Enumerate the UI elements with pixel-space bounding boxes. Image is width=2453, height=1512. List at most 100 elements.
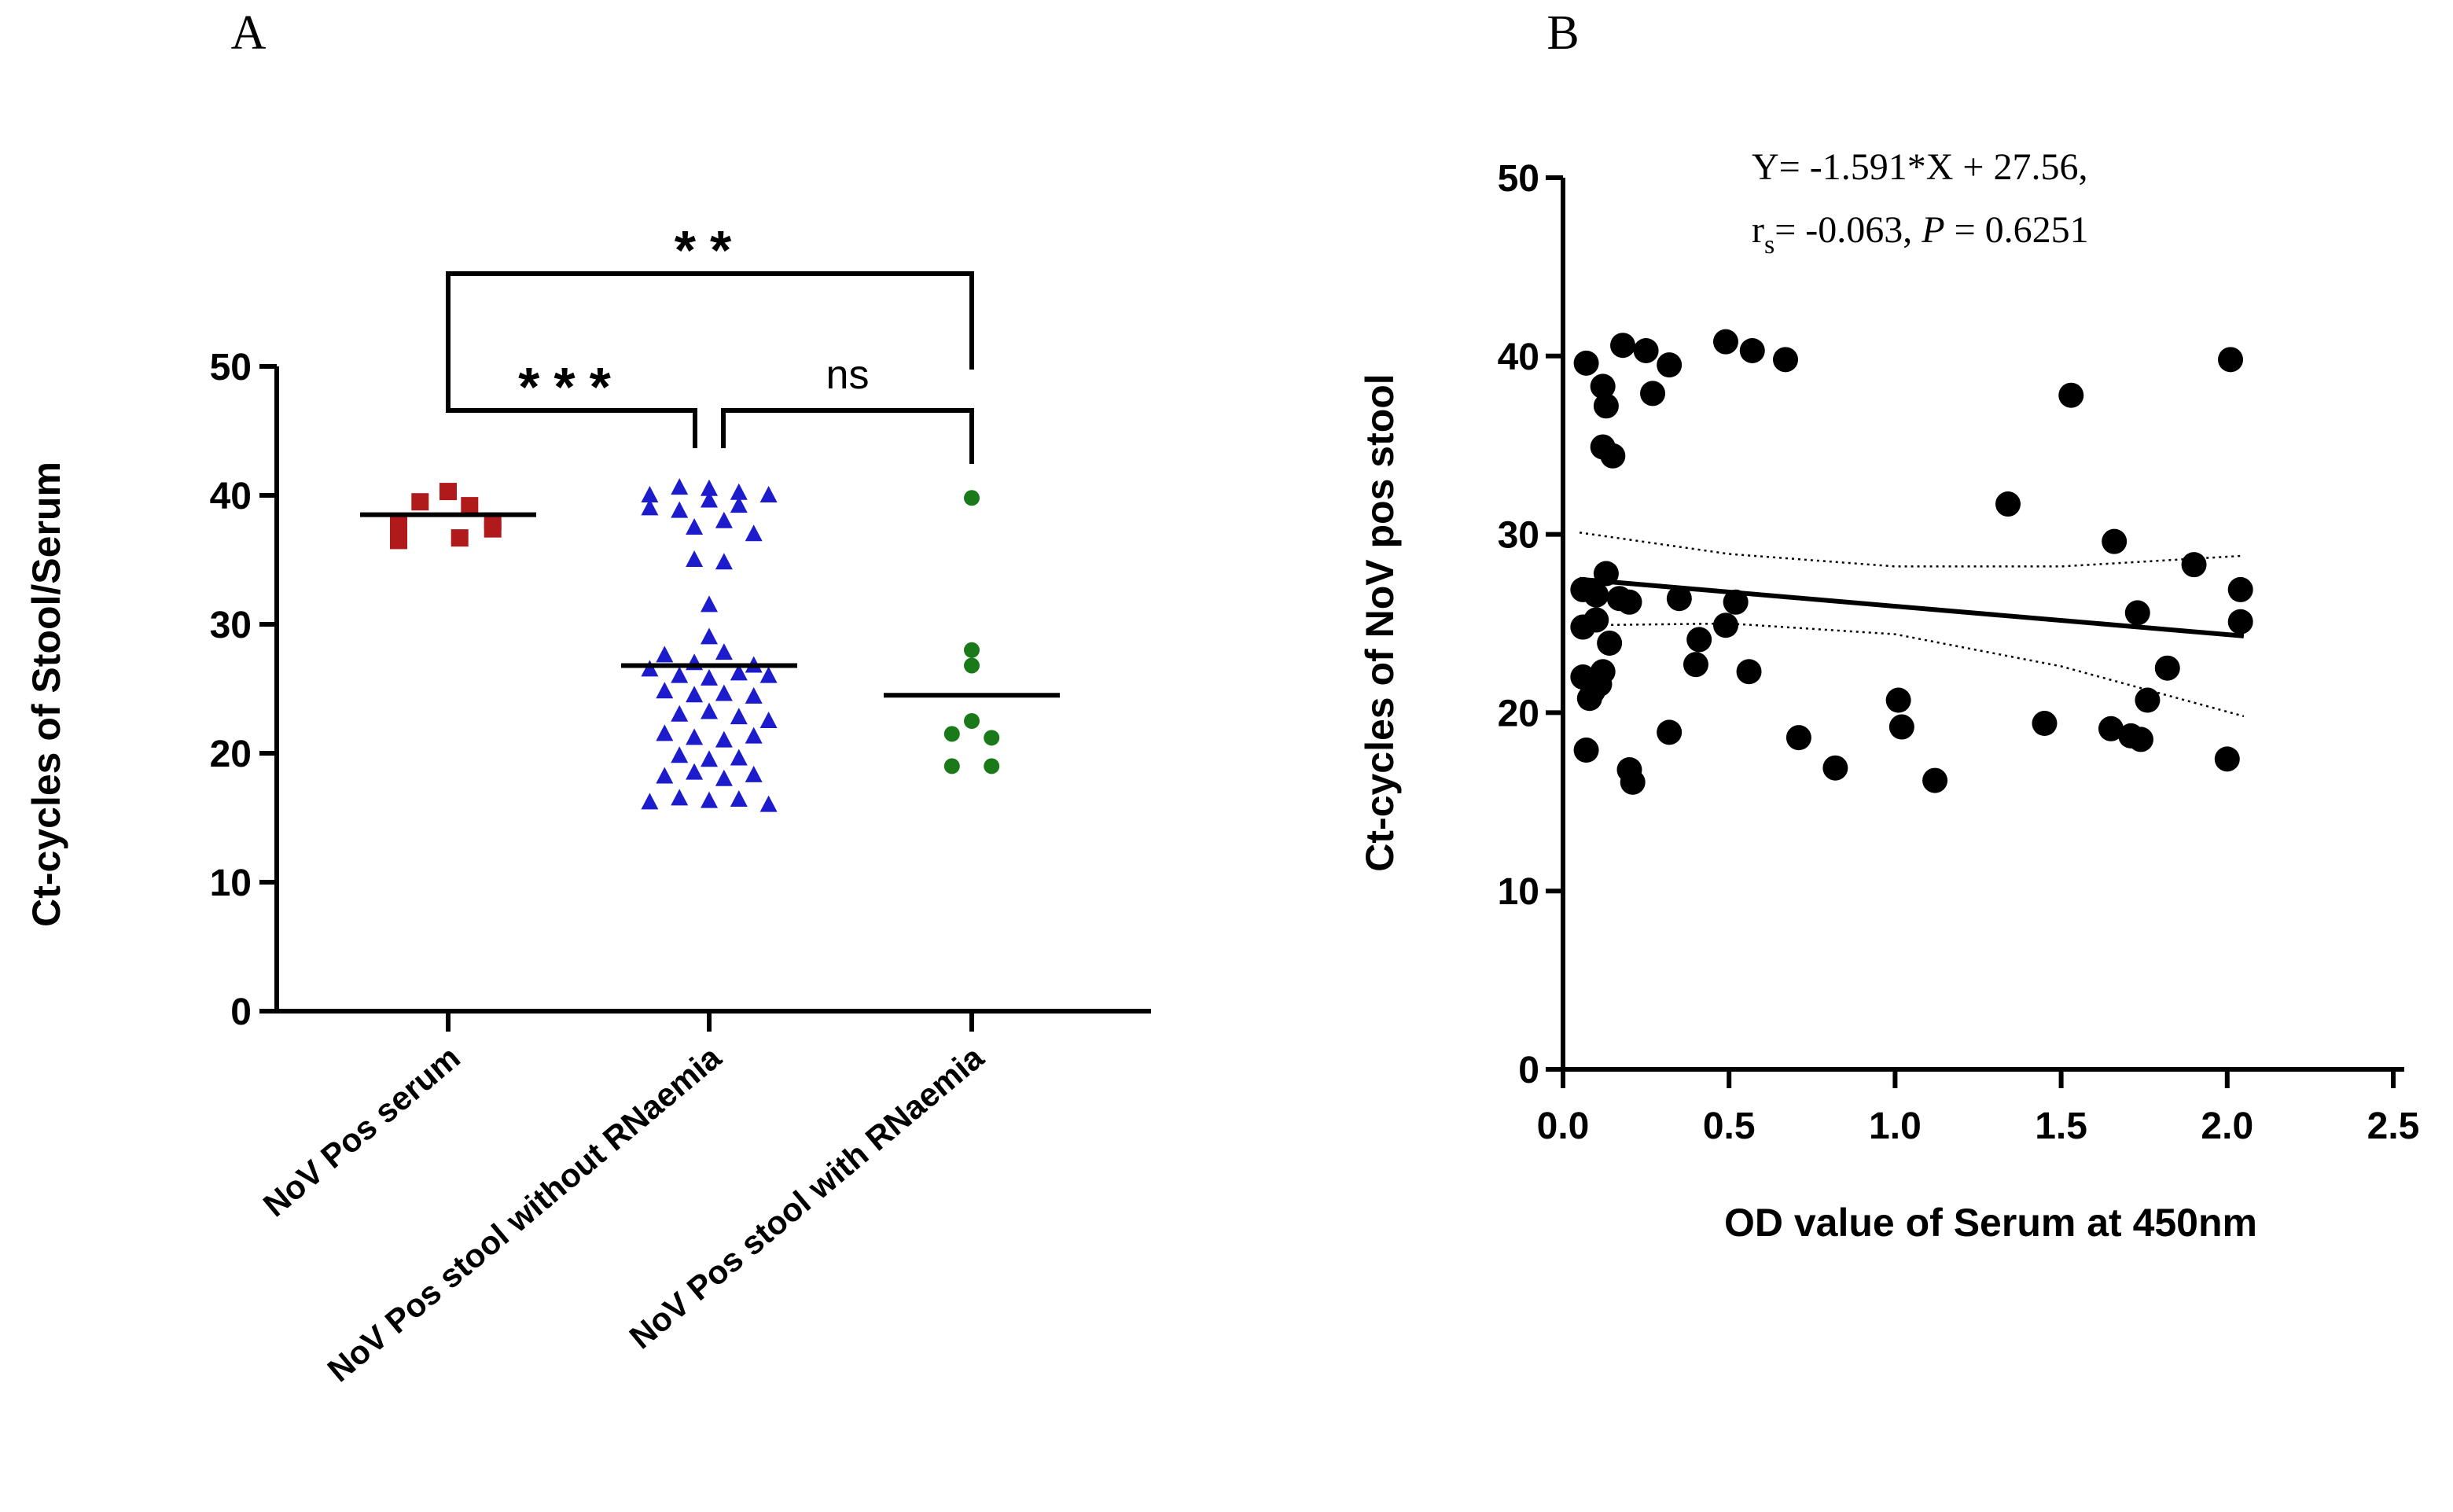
confidence-band-upper bbox=[1579, 532, 2244, 568]
data-point bbox=[1640, 381, 1666, 407]
data-point bbox=[1723, 589, 1749, 615]
data-point bbox=[2154, 655, 2180, 681]
y-tick-label: 30 bbox=[1498, 515, 1539, 557]
without-rnaemia-point bbox=[671, 789, 689, 806]
without-rnaemia-point bbox=[656, 724, 674, 741]
x-tick-label: 0.5 bbox=[1703, 1105, 1756, 1147]
data-point bbox=[1922, 767, 1948, 793]
x-tick-label: 1.0 bbox=[1869, 1105, 1922, 1147]
y-tick-label: 10 bbox=[1498, 871, 1539, 913]
serum-point bbox=[461, 497, 479, 515]
x-tick-label: 2.5 bbox=[2367, 1105, 2420, 1147]
without-rnaemia-point bbox=[701, 595, 718, 613]
y-tick-label: 40 bbox=[210, 476, 252, 517]
without-rnaemia-point bbox=[656, 646, 674, 663]
y-tick-label: 0 bbox=[1518, 1050, 1539, 1091]
significance-label: ** bbox=[675, 219, 745, 281]
data-point bbox=[1573, 738, 1599, 763]
with-rnaemia-point bbox=[943, 726, 960, 742]
panel-b-regression-equation: Y= -1.591*X + 27.56, bbox=[1752, 146, 2087, 188]
with-rnaemia-point bbox=[964, 713, 980, 729]
stat-r: r bbox=[1752, 209, 1764, 251]
without-rnaemia-point bbox=[701, 491, 718, 508]
with-rnaemia-point bbox=[943, 758, 960, 774]
data-point bbox=[1593, 393, 1619, 419]
data-point bbox=[1822, 755, 1848, 781]
data-point bbox=[1600, 443, 1626, 469]
without-rnaemia-point bbox=[730, 749, 748, 766]
panel-a-label: A bbox=[231, 6, 267, 60]
without-rnaemia-point bbox=[745, 524, 763, 542]
data-point bbox=[1657, 719, 1683, 745]
significance-label: ns bbox=[826, 352, 870, 398]
category-label: NoV Pos serum bbox=[256, 1039, 467, 1224]
without-rnaemia-point bbox=[730, 496, 748, 513]
data-point bbox=[1888, 714, 1914, 740]
y-tick-label: 20 bbox=[1498, 693, 1539, 734]
without-rnaemia-point bbox=[656, 767, 674, 784]
without-rnaemia-point bbox=[641, 660, 659, 677]
data-point bbox=[2032, 711, 2058, 737]
without-rnaemia-point bbox=[701, 668, 718, 686]
serum-point bbox=[451, 529, 469, 547]
stat-r-subscript: s bbox=[1764, 230, 1774, 259]
without-rnaemia-point bbox=[671, 501, 689, 518]
without-rnaemia-point bbox=[671, 478, 689, 495]
without-rnaemia-point bbox=[671, 704, 689, 722]
panel-b: B Y= -1.591*X + 27.56, rs= -0.063, P = 0… bbox=[1358, 6, 2419, 1245]
panel-b-label: B bbox=[1546, 6, 1579, 60]
data-point bbox=[1633, 337, 1659, 363]
without-rnaemia-point bbox=[671, 746, 689, 763]
with-rnaemia-point bbox=[984, 758, 1000, 774]
data-point bbox=[1590, 373, 1616, 399]
with-rnaemia-point bbox=[964, 657, 980, 674]
without-rnaemia-point bbox=[730, 790, 748, 808]
y-tick-label: 50 bbox=[210, 347, 252, 388]
data-point bbox=[2214, 746, 2240, 772]
panel-a-median-lines bbox=[360, 512, 1060, 698]
data-point bbox=[1657, 352, 1683, 378]
data-point bbox=[1712, 613, 1738, 638]
without-rnaemia-point bbox=[715, 730, 733, 748]
regression-line bbox=[1579, 576, 2245, 638]
panel-a-y-axis-title: Ct-cycles of Stool/Serum bbox=[24, 462, 68, 927]
without-rnaemia-point bbox=[701, 750, 718, 767]
serum-point bbox=[390, 515, 407, 533]
without-rnaemia-point bbox=[701, 479, 718, 496]
panel-b-y-ticks: 0 10 20 30 40 50 bbox=[1498, 158, 1563, 1091]
without-rnaemia-point bbox=[745, 727, 763, 744]
data-point bbox=[1739, 337, 1765, 363]
without-rnaemia-point bbox=[671, 666, 689, 683]
x-tick-label: 2.0 bbox=[2201, 1105, 2253, 1147]
without-rnaemia-point bbox=[641, 498, 659, 516]
panel-b-x-axis-title: OD value of Serum at 450nm bbox=[1724, 1201, 2257, 1245]
panel-b-regression-line bbox=[1579, 576, 2245, 638]
stat-p-symbol: P bbox=[1921, 209, 1944, 251]
with-rnaemia-point bbox=[984, 730, 1000, 746]
without-rnaemia-point bbox=[641, 486, 659, 502]
serum-point bbox=[411, 493, 429, 511]
data-point bbox=[2124, 600, 2150, 626]
without-rnaemia-point bbox=[759, 666, 778, 683]
without-rnaemia-point bbox=[686, 763, 704, 780]
y-tick-label: 30 bbox=[210, 605, 252, 646]
panel-b-confidence-band bbox=[1579, 532, 2245, 718]
data-point bbox=[1587, 671, 1613, 697]
without-rnaemia-point bbox=[701, 791, 718, 808]
without-rnaemia-point bbox=[745, 686, 763, 704]
data-point bbox=[2181, 552, 2207, 578]
without-rnaemia-point bbox=[759, 795, 778, 812]
panel-b-y-axis-title: Ct-cycles of NoV pos stool bbox=[1358, 373, 1402, 871]
without-rnaemia-point bbox=[730, 664, 748, 681]
panel-a-x-ticks bbox=[446, 1011, 974, 1032]
significance-label: *** bbox=[518, 356, 625, 418]
data-point bbox=[2058, 382, 2084, 408]
without-rnaemia-point bbox=[715, 684, 733, 701]
y-tick-label: 50 bbox=[1498, 158, 1539, 200]
data-point bbox=[2227, 576, 2253, 602]
data-point bbox=[1583, 582, 1609, 608]
serum-point bbox=[484, 520, 502, 538]
significance-bracket bbox=[446, 370, 697, 448]
